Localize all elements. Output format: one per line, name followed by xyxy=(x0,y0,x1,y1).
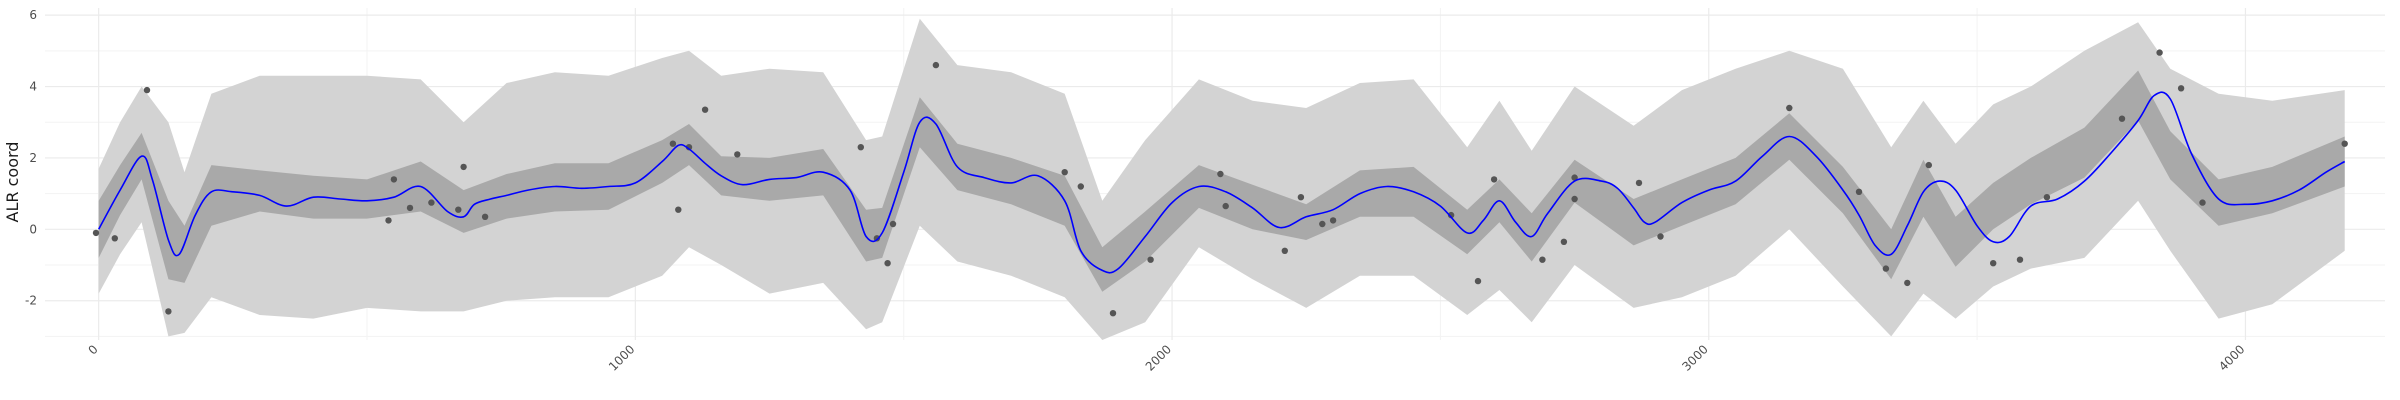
x-tick-label: 1000 xyxy=(606,342,637,373)
inner-credible-band xyxy=(98,70,2345,292)
x-tick-label: 2000 xyxy=(1143,342,1174,373)
data-point xyxy=(1925,161,1933,169)
data-point xyxy=(873,235,881,242)
data-point xyxy=(857,144,864,151)
data-point xyxy=(1882,265,1890,272)
data-point xyxy=(884,260,891,267)
data-point xyxy=(2118,115,2126,122)
data-point xyxy=(1319,220,1326,228)
data-point xyxy=(406,204,414,212)
x-tick-label: 3000 xyxy=(1679,342,1710,373)
y-tick-label: 0 xyxy=(29,222,37,236)
data-point xyxy=(889,220,897,228)
data-point xyxy=(1904,279,1911,287)
data-point xyxy=(1571,195,1578,203)
data-point xyxy=(1635,179,1643,187)
data-point xyxy=(932,61,940,69)
data-point xyxy=(2156,49,2163,56)
y-tick-label: 2 xyxy=(29,151,37,165)
data-point xyxy=(385,217,392,224)
data-point xyxy=(1217,170,1224,178)
data-point xyxy=(92,229,100,237)
data-point xyxy=(1281,247,1289,254)
y-axis-ticks: -2 0 2 4 6 xyxy=(25,8,37,308)
y-tick-label: 4 xyxy=(29,80,37,94)
data-point xyxy=(1329,217,1337,224)
observed-points xyxy=(92,49,2348,317)
data-point xyxy=(143,86,151,94)
data-point xyxy=(734,151,741,158)
posterior-mean-line xyxy=(97,91,2346,274)
y-axis-title: ALR coord xyxy=(3,142,22,223)
x-tick-label: 0 xyxy=(85,342,100,357)
y-tick-label: 6 xyxy=(29,8,37,22)
data-point xyxy=(1447,211,1455,219)
data-point xyxy=(669,140,677,147)
data-point xyxy=(1855,188,1863,195)
data-point xyxy=(1109,310,1117,317)
credible-bands xyxy=(98,18,2345,340)
data-point xyxy=(2199,199,2206,206)
data-point xyxy=(165,308,172,315)
data-point xyxy=(1061,169,1068,176)
data-point xyxy=(1539,256,1546,263)
data-point xyxy=(1474,277,1482,285)
data-point xyxy=(1560,238,1568,245)
data-point xyxy=(1990,260,1997,267)
data-point xyxy=(481,213,489,220)
x-axis-ticks: 0 1000 2000 3000 4000 xyxy=(85,342,2247,373)
data-point xyxy=(460,163,467,171)
data-point xyxy=(2016,256,2024,263)
data-point xyxy=(1297,194,1305,201)
data-point xyxy=(701,106,709,113)
data-point xyxy=(2043,194,2051,201)
data-point xyxy=(2177,85,2185,92)
data-point xyxy=(1077,183,1085,190)
data-point xyxy=(428,199,435,206)
data-point xyxy=(1786,104,1793,112)
data-point xyxy=(1147,256,1154,263)
data-point xyxy=(455,206,462,213)
data-point xyxy=(2341,140,2348,147)
data-point xyxy=(1222,202,1229,210)
data-point xyxy=(1657,233,1664,240)
data-point xyxy=(1490,176,1498,183)
data-point xyxy=(1571,174,1578,181)
posterior-mean-line-group xyxy=(97,91,2346,274)
data-point xyxy=(390,176,398,183)
data-point xyxy=(675,206,682,213)
data-point xyxy=(111,235,119,242)
x-tick-label: 4000 xyxy=(2216,342,2247,373)
y-tick-label: -2 xyxy=(25,294,37,308)
